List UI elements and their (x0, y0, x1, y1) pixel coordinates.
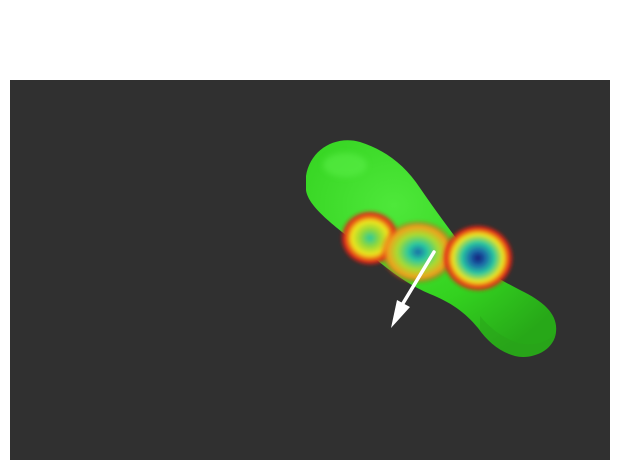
viewport-background (10, 80, 610, 460)
molecule-render (10, 80, 610, 460)
arrow-icon (391, 250, 436, 328)
potential-map (340, 210, 514, 292)
3d-viewport[interactable] (10, 80, 610, 460)
